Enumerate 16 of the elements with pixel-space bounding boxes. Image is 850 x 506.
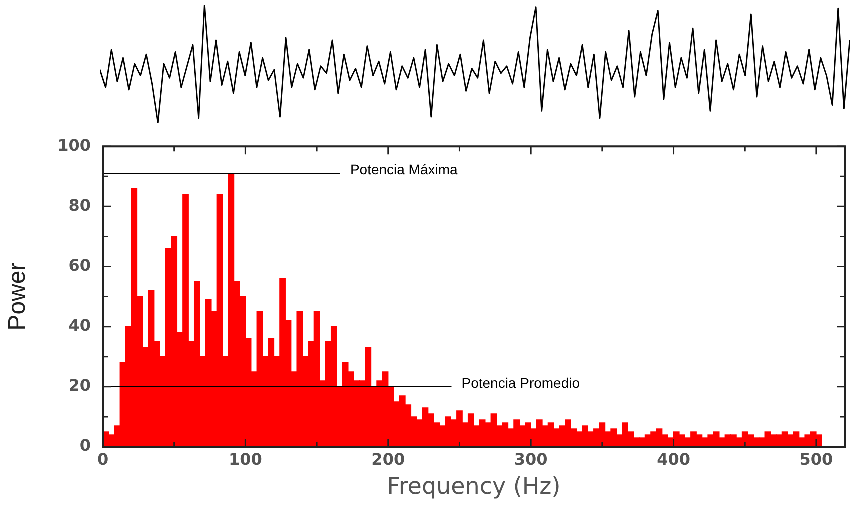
y-tick-label: 60: [68, 256, 91, 275]
y-tick-label: 100: [58, 136, 91, 155]
ref-line-label: Potencia Promedio: [462, 374, 580, 391]
x-axis-title: Frequency (Hz): [387, 474, 561, 500]
y-axis-title: Power: [4, 262, 32, 331]
y-tick-label: 80: [68, 196, 91, 215]
x-tick-label: 400: [657, 450, 690, 469]
y-tick-label: 0: [80, 436, 91, 456]
x-tick-label: 0: [97, 450, 109, 469]
ref-line-label: Potencia Máxima: [350, 161, 458, 178]
x-tick-label: 500: [800, 450, 834, 469]
x-tick-label: 100: [228, 450, 262, 469]
x-tick-label: 300: [514, 450, 548, 469]
y-tick-label: 40: [68, 316, 91, 335]
y-tick-label: 20: [68, 376, 91, 396]
x-tick-label: 200: [372, 450, 406, 469]
